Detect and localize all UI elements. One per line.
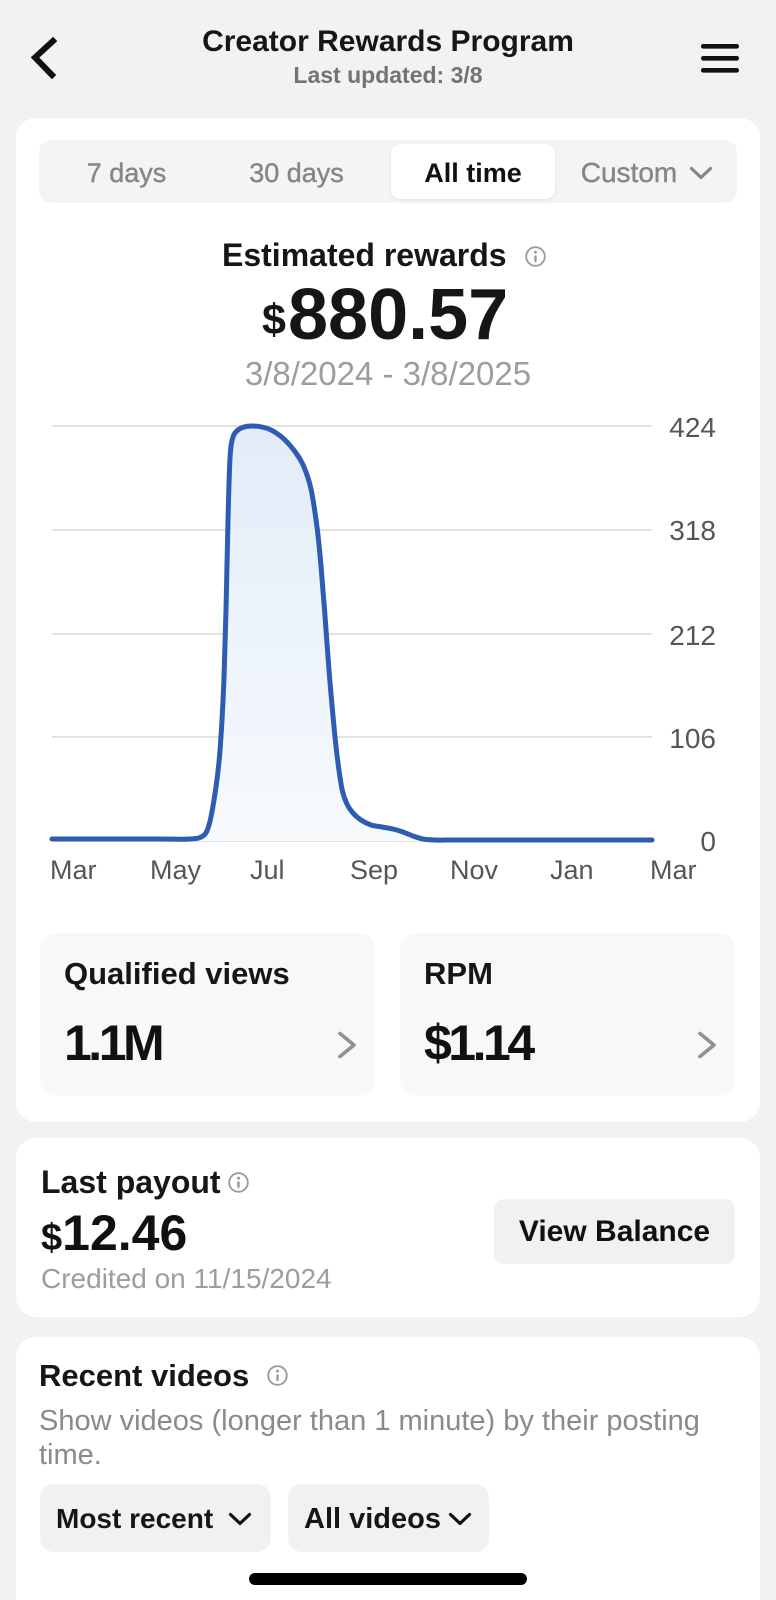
svg-text:Jul: Jul: [250, 855, 285, 885]
svg-text:318: 318: [669, 515, 716, 546]
svg-text:Sep: Sep: [350, 855, 398, 885]
svg-text:Mar: Mar: [50, 855, 97, 885]
svg-text:May: May: [150, 855, 202, 885]
svg-text:Jan: Jan: [550, 855, 594, 885]
svg-text:Mar: Mar: [650, 855, 697, 885]
svg-text:212: 212: [669, 620, 716, 651]
svg-text:Nov: Nov: [450, 855, 499, 885]
svg-text:424: 424: [669, 412, 716, 443]
svg-text:0: 0: [700, 826, 716, 857]
svg-text:106: 106: [669, 723, 716, 754]
